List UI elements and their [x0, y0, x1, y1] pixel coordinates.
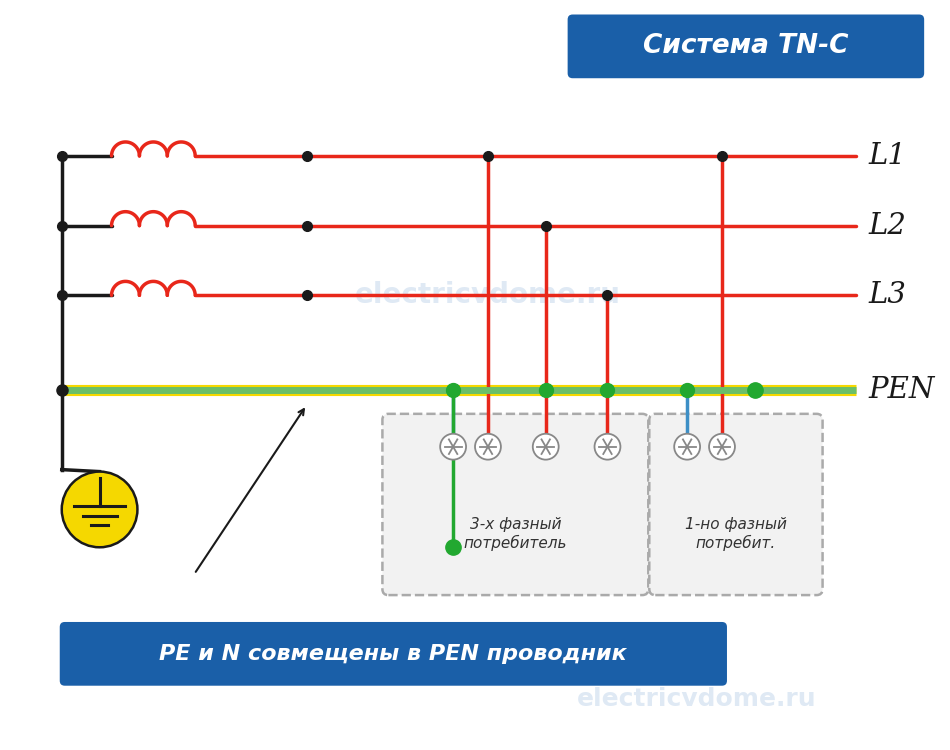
- Text: PEN: PEN: [868, 376, 935, 404]
- Text: 1-но фазный
потребит.: 1-но фазный потребит.: [685, 518, 787, 551]
- Text: L1: L1: [868, 142, 906, 170]
- Circle shape: [62, 472, 138, 548]
- Text: L3: L3: [868, 281, 906, 309]
- Circle shape: [709, 433, 735, 460]
- Text: electricvdome.ru: electricvdome.ru: [578, 687, 817, 711]
- Text: electricvdome.ru: electricvdome.ru: [355, 281, 621, 309]
- FancyBboxPatch shape: [568, 14, 924, 78]
- Circle shape: [475, 433, 501, 460]
- Circle shape: [595, 433, 620, 460]
- FancyBboxPatch shape: [60, 622, 727, 686]
- Circle shape: [674, 433, 700, 460]
- Text: PE и N совмещены в PEN проводник: PE и N совмещены в PEN проводник: [160, 644, 627, 664]
- Text: 3-х фазный
потребитель: 3-х фазный потребитель: [464, 518, 567, 551]
- Text: Система TN-C: Система TN-C: [643, 33, 848, 59]
- Circle shape: [440, 433, 466, 460]
- FancyBboxPatch shape: [649, 414, 823, 595]
- Text: L2: L2: [868, 211, 906, 239]
- Circle shape: [533, 433, 559, 460]
- FancyBboxPatch shape: [383, 414, 648, 595]
